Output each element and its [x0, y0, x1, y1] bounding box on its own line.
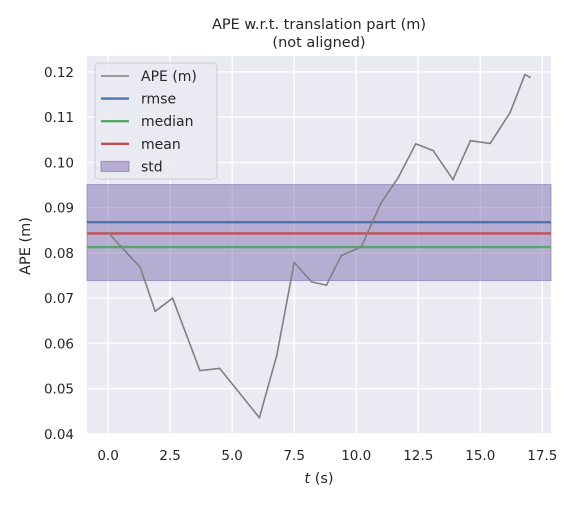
y-tick-label: 0.08 [44, 246, 74, 262]
ape-data-point [469, 139, 472, 142]
ape-data-point [489, 142, 492, 145]
legend-box [94, 62, 218, 180]
x-tick-labels: 0.0 2.5 5.0 7.5 10.0 12.5 15.0 17.5 [97, 448, 557, 464]
y-tick-label: 0.05 [44, 382, 74, 398]
x-tick-label: 10.0 [341, 448, 371, 464]
x-tick-label: 15.0 [465, 448, 495, 464]
legend: APE (m) rmse median mean std [94, 62, 218, 180]
ape-data-point [275, 354, 278, 357]
ape-data-point [154, 310, 157, 313]
ape-data-point [218, 367, 221, 370]
legend-swatch-std [100, 160, 130, 172]
x-tick-label: 17.5 [527, 448, 557, 464]
x-tick-label: 7.5 [283, 448, 304, 464]
chart-title: APE w.r.t. translation part (m) [212, 17, 426, 33]
y-tick-labels: 0.04 0.05 0.06 0.07 0.08 0.09 0.10 0.11 0.12 [44, 65, 74, 443]
ape-data-point [414, 142, 417, 145]
legend-label: mean [141, 137, 181, 153]
y-tick-label: 0.10 [44, 155, 74, 171]
legend-label: APE (m) [141, 69, 197, 85]
ape-data-point [529, 76, 531, 79]
ape-data-point [340, 254, 343, 257]
chart-subtitle: (not aligned) [272, 35, 365, 51]
x-tick-label: 5.0 [221, 448, 242, 464]
legend-label: rmse [141, 92, 176, 108]
y-tick-label: 0.04 [44, 427, 74, 443]
ape-data-point [360, 246, 363, 248]
legend-label: std [141, 159, 163, 175]
ape-data-point [397, 176, 400, 179]
y-axis-label: APE (m) [18, 217, 34, 275]
x-tick-label: 0.0 [97, 448, 118, 464]
ape-data-point [258, 416, 261, 419]
ape-data-point [432, 149, 435, 152]
y-tick-label: 0.09 [44, 201, 74, 217]
x-tick-label: 12.5 [403, 448, 433, 464]
series-layer [107, 73, 531, 419]
legend-label: median [141, 114, 193, 130]
ape-data-point [293, 261, 296, 264]
y-tick-label: 0.11 [44, 110, 74, 126]
ape-data-point [310, 280, 313, 283]
ape-data-point [452, 178, 454, 181]
ape-data-point [380, 202, 382, 205]
y-tick-label: 0.12 [44, 65, 74, 81]
ape-data-point [198, 369, 201, 372]
x-axis-label: t (s) [304, 471, 333, 487]
y-tick-label: 0.07 [44, 291, 74, 307]
stat-lines [87, 220, 551, 249]
ape-data-point [509, 111, 511, 114]
ape-data-point [139, 266, 142, 269]
x-tick-label: 2.5 [159, 448, 180, 464]
y-tick-label: 0.06 [44, 336, 74, 352]
ape-data-point [524, 73, 526, 76]
ape-data-point [325, 284, 328, 286]
ape-data-point [107, 231, 109, 234]
ape-data-point [171, 297, 174, 300]
